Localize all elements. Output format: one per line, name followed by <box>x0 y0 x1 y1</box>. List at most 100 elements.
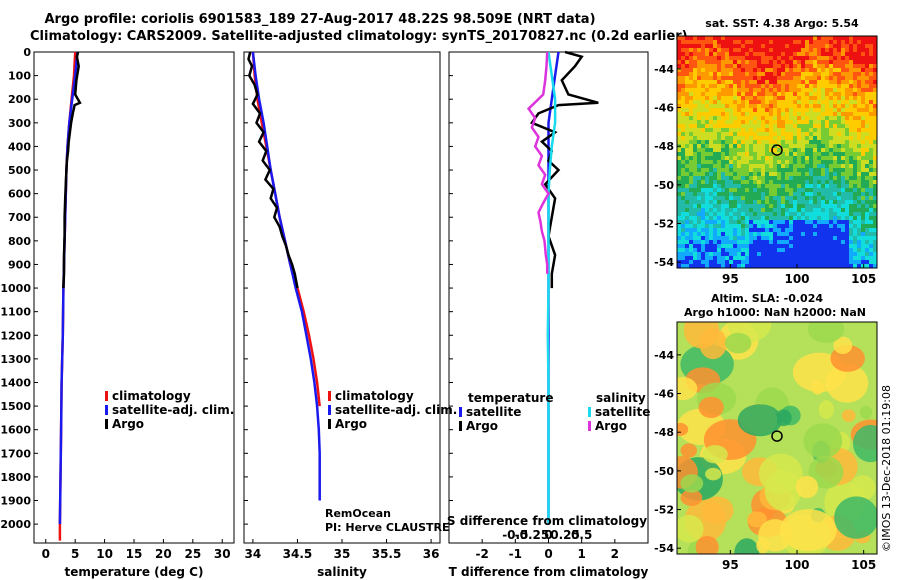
ytick-label-700: 700 <box>8 211 31 224</box>
chart-title-line1: Argo profile: coriolis 6901583_189 27-Au… <box>44 12 596 27</box>
ytick-label-300: 300 <box>8 117 31 130</box>
xtick-label-salinity-36: 36 <box>423 547 440 561</box>
legend-label-temperature-2: Argo <box>112 417 144 431</box>
map-ytick-label-sst_map--52: -52 <box>654 218 674 231</box>
xtick-label-salinity-35.5: 35.5 <box>372 547 402 561</box>
ytick-label-1400: 1400 <box>0 376 31 389</box>
map-ytick-label-sla_map--44: -44 <box>654 349 674 362</box>
map-frame-sla_map <box>676 321 878 555</box>
legend-swatch-dr-0 <box>588 407 591 417</box>
ytick-label-1900: 1900 <box>0 495 31 508</box>
legend-label-salinity-2: Argo <box>335 417 367 431</box>
ytick-label-1300: 1300 <box>0 353 31 366</box>
legend-title-temperature: temperature <box>468 391 553 405</box>
annotation-pi: PI: Herve CLAUSTRE <box>325 521 450 534</box>
map-ytick-label-sst_map--46: -46 <box>654 102 674 115</box>
map-ytick-label-sst_map--54: -54 <box>654 256 674 269</box>
map-sst_map <box>676 35 878 269</box>
xtick-label-difference-0: 0 <box>544 547 552 561</box>
map-ytick-label-sla_map--54: -54 <box>654 542 674 555</box>
xtick-label-salinity-35: 35 <box>334 547 351 561</box>
x2label-difference: S difference from climatology <box>447 514 647 528</box>
legend-swatch-temperature-2 <box>105 419 108 429</box>
map-ytick-label-sla_map--50: -50 <box>654 465 674 478</box>
legend-label-temperature-0: climatology <box>112 389 191 403</box>
legend-title-salinity: salinity <box>596 391 646 405</box>
chart-title-line2: Climatology: CARS2009. Satellite-adjuste… <box>30 29 688 44</box>
ytick-label-400: 400 <box>8 140 31 153</box>
map-xtick-label-sla_map-100: 100 <box>784 558 809 572</box>
annotation-remocean: RemOcean <box>325 507 391 520</box>
ytick-label-1700: 1700 <box>0 447 31 460</box>
map-title-sla-1: Altim. SLA: -0.024 <box>711 292 823 305</box>
ytick-label-1100: 1100 <box>0 306 31 319</box>
xtick-label-salinity-34.5: 34.5 <box>283 547 313 561</box>
xlabel-temperature: temperature (deg C) <box>65 565 204 579</box>
legend-swatch-dl-1 <box>459 421 462 431</box>
xlabel-difference: T difference from climatology <box>449 565 649 579</box>
x2tick-label-4: 0.5 <box>571 528 592 542</box>
map-ytick-label-sla_map--48: -48 <box>654 426 674 439</box>
legend-swatch-salinity-2 <box>328 419 331 429</box>
xtick-label-difference-2: 2 <box>611 547 619 561</box>
legend-swatch-temperature-0 <box>105 391 108 401</box>
credit-label: ©IMOS 13-Dec-2018 01:19:08 <box>880 385 893 552</box>
ytick-label-1200: 1200 <box>0 329 31 342</box>
ytick-label-1600: 1600 <box>0 424 31 437</box>
ytick-label-500: 500 <box>8 164 31 177</box>
ytick-label-900: 900 <box>8 258 31 271</box>
series-temperature-2 <box>62 51 82 289</box>
ytick-label-1500: 1500 <box>0 400 31 413</box>
map-title-sst: sat. SST: 4.38 Argo: 5.54 <box>705 17 859 30</box>
map-ytick-label-sla_map--46: -46 <box>654 388 674 401</box>
map-sla_map <box>676 321 878 555</box>
xtick-label-temperature-10: 10 <box>96 547 113 561</box>
xtick-label-difference--2: -2 <box>475 547 488 561</box>
xtick-label-temperature-20: 20 <box>155 547 172 561</box>
legend-swatch-temperature-1 <box>105 405 108 415</box>
map-marker-sst_map <box>771 144 783 156</box>
map-ytick-label-sst_map--48: -48 <box>654 140 674 153</box>
map-title-sla-2: Argo h1000: NaN h2000: NaN <box>684 306 866 319</box>
legend-label-dl-1: Argo <box>466 419 498 433</box>
xtick-label-temperature-25: 25 <box>184 547 201 561</box>
xtick-label-temperature-5: 5 <box>71 547 79 561</box>
map-frame-sst_map <box>676 35 878 269</box>
xtick-label-difference--1: -1 <box>509 547 522 561</box>
map-marker-sla_map <box>771 430 783 442</box>
legend-swatch-salinity-0 <box>328 391 331 401</box>
x2tick-label-3: 0.25 <box>550 528 580 542</box>
ytick-label-2000: 2000 <box>0 518 31 531</box>
xtick-label-difference-1: 1 <box>577 547 585 561</box>
ytick-label-600: 600 <box>8 188 31 201</box>
ytick-label-100: 100 <box>8 70 31 83</box>
legend-label-dl-0: satellite <box>466 405 521 419</box>
map-ytick-label-sst_map--50: -50 <box>654 179 674 192</box>
series-salinity-1 <box>251 51 321 501</box>
ytick-label-1000: 1000 <box>0 282 31 295</box>
map-xtick-label-sla_map-105: 105 <box>851 558 876 572</box>
ytick-label-1800: 1800 <box>0 471 31 484</box>
map-cells-sst_map <box>677 36 877 268</box>
legend-label-salinity-1: satellite-adj. clim. <box>335 403 457 417</box>
ytick-label-200: 200 <box>8 93 31 106</box>
series-difference-3 <box>526 51 550 274</box>
legend-label-dr-0: satellite <box>595 405 650 419</box>
map-xtick-label-sst_map-100: 100 <box>784 272 809 286</box>
map-xtick-label-sla_map-95: 95 <box>722 558 739 572</box>
ytick-label-800: 800 <box>8 235 31 248</box>
series-salinity-2 <box>247 51 299 289</box>
xtick-label-temperature-0: 0 <box>42 547 50 561</box>
x2tick-label-0: -0.5 <box>502 528 528 542</box>
xtick-label-salinity-34: 34 <box>245 547 262 561</box>
ytick-label-0: 0 <box>23 46 31 59</box>
xtick-label-temperature-30: 30 <box>214 547 231 561</box>
legend-swatch-dr-1 <box>588 421 591 431</box>
legend-label-salinity-0: climatology <box>335 389 414 403</box>
series-difference-2 <box>546 51 557 525</box>
legend-swatch-dl-0 <box>459 407 462 417</box>
legend-label-temperature-1: satellite-adj. clim. <box>112 403 234 417</box>
xtick-label-temperature-15: 15 <box>126 547 143 561</box>
x2tick-label-2: 0 <box>544 528 552 542</box>
